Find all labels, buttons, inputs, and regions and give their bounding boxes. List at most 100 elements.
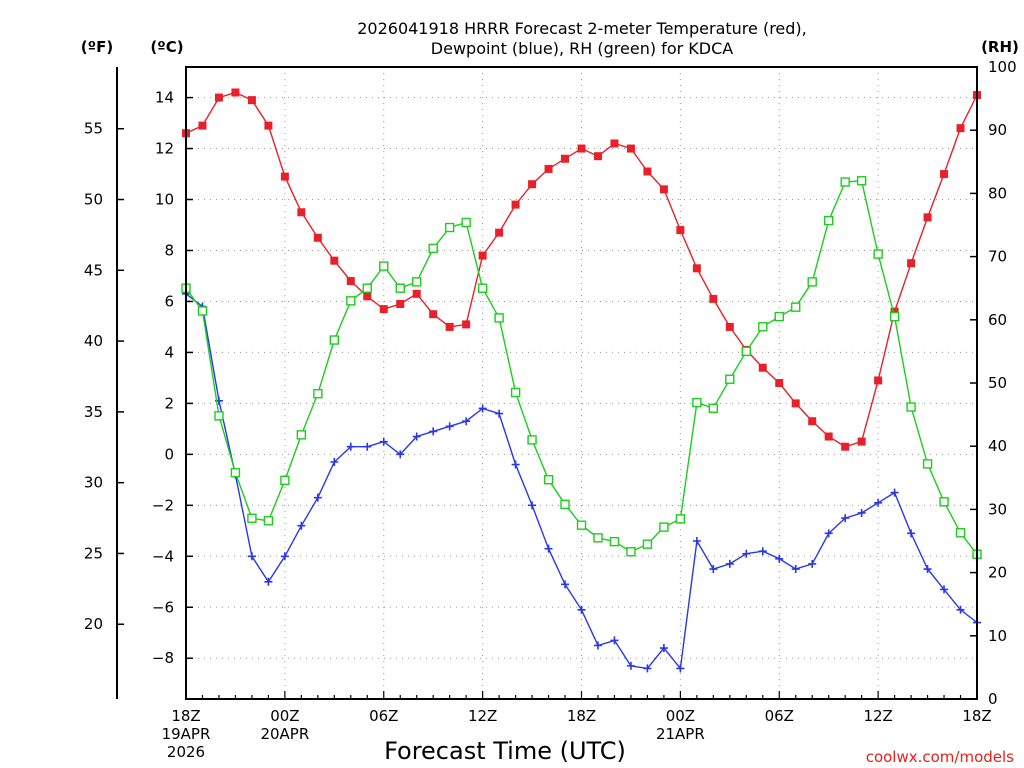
celsius-axis-unit: (ºC) <box>150 38 183 56</box>
rh-tick-label: 20 <box>988 564 1007 582</box>
data-point <box>940 170 949 179</box>
data-point <box>808 417 817 426</box>
x-axis-title: Forecast Time (UTC) <box>384 737 626 765</box>
data-point <box>280 172 289 181</box>
data-point <box>659 522 669 532</box>
data-point <box>643 167 652 176</box>
data-point <box>791 302 801 312</box>
data-point <box>923 565 932 574</box>
data-point <box>495 228 504 237</box>
data-point <box>264 121 273 130</box>
x-tick-label: 2026 <box>167 743 205 761</box>
data-point <box>330 458 339 466</box>
celsius-tick-label: 8 <box>164 241 174 259</box>
data-point <box>955 528 966 538</box>
gridlines <box>186 67 977 699</box>
data-point <box>280 475 290 486</box>
data-point <box>296 430 307 440</box>
data-point <box>313 493 322 502</box>
data-point <box>890 488 899 497</box>
data-point <box>214 411 224 421</box>
data-point <box>577 144 586 153</box>
source-credit: coolwx.com/models <box>866 748 1014 766</box>
data-point <box>379 305 388 314</box>
data-point <box>379 261 389 271</box>
data-point <box>462 320 471 329</box>
rh-tick-label: 90 <box>988 121 1007 139</box>
data-point <box>857 437 866 446</box>
data-point <box>527 435 537 445</box>
data-point <box>263 516 274 526</box>
data-point <box>495 409 504 418</box>
celsius-tick-label: −6 <box>152 598 174 616</box>
data-point <box>939 497 949 507</box>
data-point <box>511 200 520 209</box>
x-tick-label: 18Z <box>962 707 991 725</box>
data-point <box>742 549 751 558</box>
data-point <box>461 217 471 228</box>
celsius-tick-label: 0 <box>164 445 174 463</box>
data-point <box>313 389 323 399</box>
data-point <box>609 536 620 547</box>
celsius-tick-label: −2 <box>152 496 174 514</box>
data-point <box>511 460 520 469</box>
data-point <box>676 664 685 673</box>
data-point <box>231 88 240 97</box>
data-point <box>675 514 686 524</box>
x-tick-label: 00Z <box>666 707 695 725</box>
fahrenheit-axis-unit: (ºF) <box>81 38 113 56</box>
data-point <box>890 307 899 316</box>
data-point <box>445 322 454 331</box>
data-point <box>313 233 322 242</box>
data-point <box>610 636 619 645</box>
data-point <box>577 605 586 614</box>
data-point <box>247 513 257 523</box>
fahrenheit-tick-label: 25 <box>84 544 103 562</box>
data-point <box>264 577 273 586</box>
chart-title-line-1: 2026041918 HRRR Forecast 2-meter Tempera… <box>357 19 807 38</box>
data-point <box>642 539 653 549</box>
celsius-tick-label: 4 <box>164 343 174 361</box>
x-tick-label: 21APR <box>656 725 705 743</box>
fahrenheit-tick-label: 50 <box>84 191 103 209</box>
data-point <box>840 177 850 187</box>
data-point <box>874 498 883 507</box>
rh-tick-label: 100 <box>988 58 1017 76</box>
data-point <box>363 292 372 301</box>
x-tick-label: 06Z <box>765 707 794 725</box>
data-point <box>396 450 405 459</box>
data-point <box>297 208 306 217</box>
data-point <box>230 468 241 478</box>
data-point <box>758 363 767 372</box>
celsius-tick-label: −4 <box>152 547 174 565</box>
data-point <box>676 226 685 235</box>
data-point <box>856 176 867 186</box>
data-point <box>396 300 405 308</box>
data-point <box>379 437 388 446</box>
data-point <box>593 641 602 650</box>
data-point <box>528 180 537 189</box>
rh-tick-label: 10 <box>988 627 1007 645</box>
data-point <box>462 417 471 426</box>
data-point <box>510 387 521 398</box>
data-point <box>824 432 833 441</box>
fahrenheit-tick-label: 40 <box>84 332 103 350</box>
plot-area-frame <box>185 66 978 700</box>
data-point <box>741 346 751 357</box>
fahrenheit-tick-label: 20 <box>84 615 103 633</box>
x-tick-label: 12Z <box>468 707 497 725</box>
data-point <box>429 310 438 319</box>
data-point <box>412 277 422 287</box>
data-point <box>247 552 256 561</box>
data-point <box>561 580 570 589</box>
data-point <box>841 442 850 451</box>
data-point <box>412 289 421 298</box>
data-point <box>791 399 800 408</box>
data-point <box>444 222 455 233</box>
x-tick-label: 12Z <box>863 707 892 725</box>
data-point <box>956 124 965 133</box>
rh-tick-label: 30 <box>988 500 1007 518</box>
data-point <box>560 499 570 510</box>
data-point <box>346 296 356 306</box>
celsius-tick-label: 10 <box>155 191 174 209</box>
